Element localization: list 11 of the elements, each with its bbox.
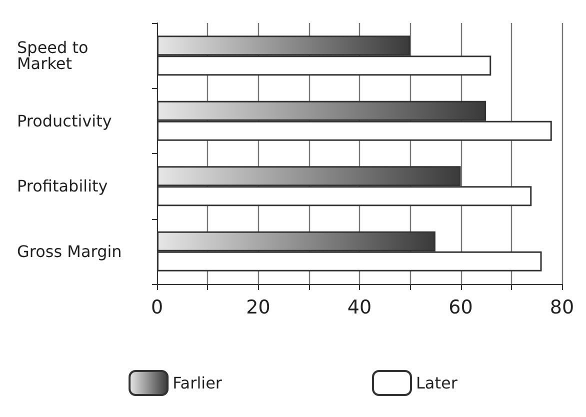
x-tick-label: 20 <box>246 296 270 318</box>
x-tick-label: 80 <box>550 296 574 318</box>
y-tick-label: Productivity <box>17 111 112 130</box>
y-tick-label: Profitability <box>17 176 108 196</box>
legend-label: Farlier <box>172 374 222 392</box>
y-tick-label: Gross Margin <box>17 242 122 261</box>
x-tick-label: 60 <box>448 296 473 318</box>
legend-label: Later <box>416 374 458 392</box>
y-tick-label: Speed to Market <box>17 38 94 74</box>
x-tick-label: 0 <box>150 296 164 318</box>
x-tick-label: 40 <box>347 296 372 318</box>
